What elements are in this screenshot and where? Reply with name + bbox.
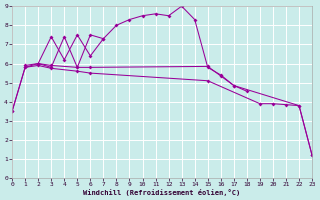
X-axis label: Windchill (Refroidissement éolien,°C): Windchill (Refroidissement éolien,°C) xyxy=(84,189,241,196)
